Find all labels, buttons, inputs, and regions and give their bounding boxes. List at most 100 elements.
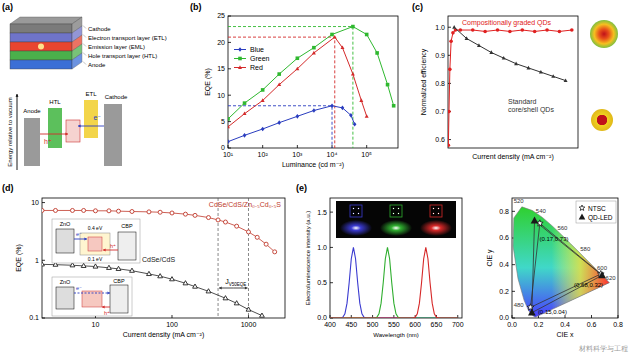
data-point (228, 139, 230, 144)
arrow-head (103, 249, 106, 252)
layer (10, 42, 72, 51)
y-tick-label: 20 (217, 39, 225, 46)
x-tick-label: 0.8 (613, 321, 623, 328)
led-pixel (390, 205, 402, 217)
x-tick-label: 10⁵ (361, 151, 372, 158)
axis-label: Energy relative to vacuum (7, 97, 13, 166)
series-line (42, 264, 262, 315)
plot-frame (330, 198, 462, 318)
leader (83, 44, 86, 47)
y-axis-label: Normalized efficiency (420, 48, 428, 115)
anode-block (24, 118, 40, 166)
series-label: CdSe/CdS/Zn₀.₅Cd₀.₅S (209, 201, 281, 208)
y-tick-label: 1 (35, 257, 39, 264)
y-tick-label: 0.8 (435, 80, 445, 87)
data-point (570, 28, 574, 32)
series-line (330, 247, 458, 318)
data-point (564, 78, 568, 82)
data-point (351, 25, 355, 29)
x-tick (297, 145, 298, 148)
x-tick (262, 145, 263, 148)
eml-block (66, 120, 80, 142)
y-tick-label: 0.6 (499, 234, 509, 241)
arrow-head (107, 292, 110, 295)
layer-label: Emission layer (EML) (88, 44, 145, 50)
data-point (82, 208, 86, 212)
legend-marker (579, 213, 586, 219)
watermark: 材料科学与工程 (578, 345, 628, 352)
wavelength-label: 620 (606, 275, 617, 281)
data-point (147, 271, 152, 275)
series-label: CdSe/CdS (142, 256, 175, 263)
data-point (261, 88, 265, 92)
inset (52, 219, 140, 263)
label: Cathode (105, 94, 128, 100)
y-tick-label: 0.4 (499, 261, 509, 268)
label-line: Standard (508, 98, 537, 105)
data-point (183, 281, 188, 285)
x-tick-label: 700 (452, 321, 464, 328)
data-point (147, 210, 151, 214)
data-point (117, 209, 121, 213)
led-dot (392, 207, 395, 210)
leader (83, 35, 86, 38)
legend-marker (238, 57, 242, 61)
layer-top (10, 17, 82, 24)
label: 0.1 eV (88, 256, 103, 262)
led-dot (392, 212, 395, 215)
y-tick (228, 68, 231, 69)
led-photo (336, 201, 456, 238)
data-point (243, 133, 247, 138)
arrow-head (65, 133, 68, 136)
y-tick-label: 10 (31, 199, 39, 206)
x-tick-label: 400 (324, 321, 336, 328)
led-dot (357, 207, 360, 210)
data-point (130, 210, 134, 214)
data-point (365, 114, 369, 118)
layer-side (72, 53, 82, 69)
data-point (228, 117, 230, 121)
x-tick-label: 10¹ (223, 151, 234, 158)
data-label: (0.15,0.04) (538, 309, 567, 315)
label: e⁻ (93, 114, 101, 121)
emission-glow (38, 44, 44, 50)
x-axis-label: CIE x (556, 331, 574, 338)
layer (10, 60, 72, 69)
series-line (228, 27, 394, 119)
x-tick-label: 0.4 (560, 321, 570, 328)
y-tick-label: 15 (217, 65, 225, 72)
y-tick-label: 10 (217, 92, 225, 99)
label-line: core/shell QDs (508, 106, 554, 114)
series-label: Standardcore/shell QDs (508, 98, 554, 114)
x-tick (366, 145, 367, 148)
arrow-head (102, 306, 105, 309)
label: CBP (113, 278, 125, 284)
series-line (448, 30, 571, 145)
leader (83, 62, 86, 65)
data-point (333, 35, 337, 39)
data-point (216, 218, 220, 222)
y-tick (42, 202, 45, 203)
led-pixel (430, 205, 442, 217)
wavelength-label: 520 (514, 198, 525, 204)
y-tick (512, 211, 515, 212)
inset (52, 277, 132, 316)
band-block (118, 232, 136, 260)
data-label: (0.68,0.32) (574, 282, 603, 288)
wavelength-label: 580 (580, 246, 591, 252)
y-axis-label: CIE y (486, 249, 494, 267)
legend-label: NTSC (588, 205, 606, 212)
wavelength-label: 480 (514, 302, 525, 308)
y-axis-label: EQE (%) (15, 244, 23, 272)
x-axis-label: Wavelength (nm) (373, 332, 418, 338)
layer-label: Cathode (88, 26, 111, 32)
label: ZnO (60, 279, 71, 285)
data-point (448, 143, 450, 147)
led-dot (432, 212, 435, 215)
data-point (448, 68, 452, 72)
y-tick-label: 0.7 (435, 108, 445, 115)
led-glow (420, 220, 452, 236)
data-point (312, 51, 316, 55)
y-tick (448, 27, 451, 28)
data-point (193, 213, 197, 217)
